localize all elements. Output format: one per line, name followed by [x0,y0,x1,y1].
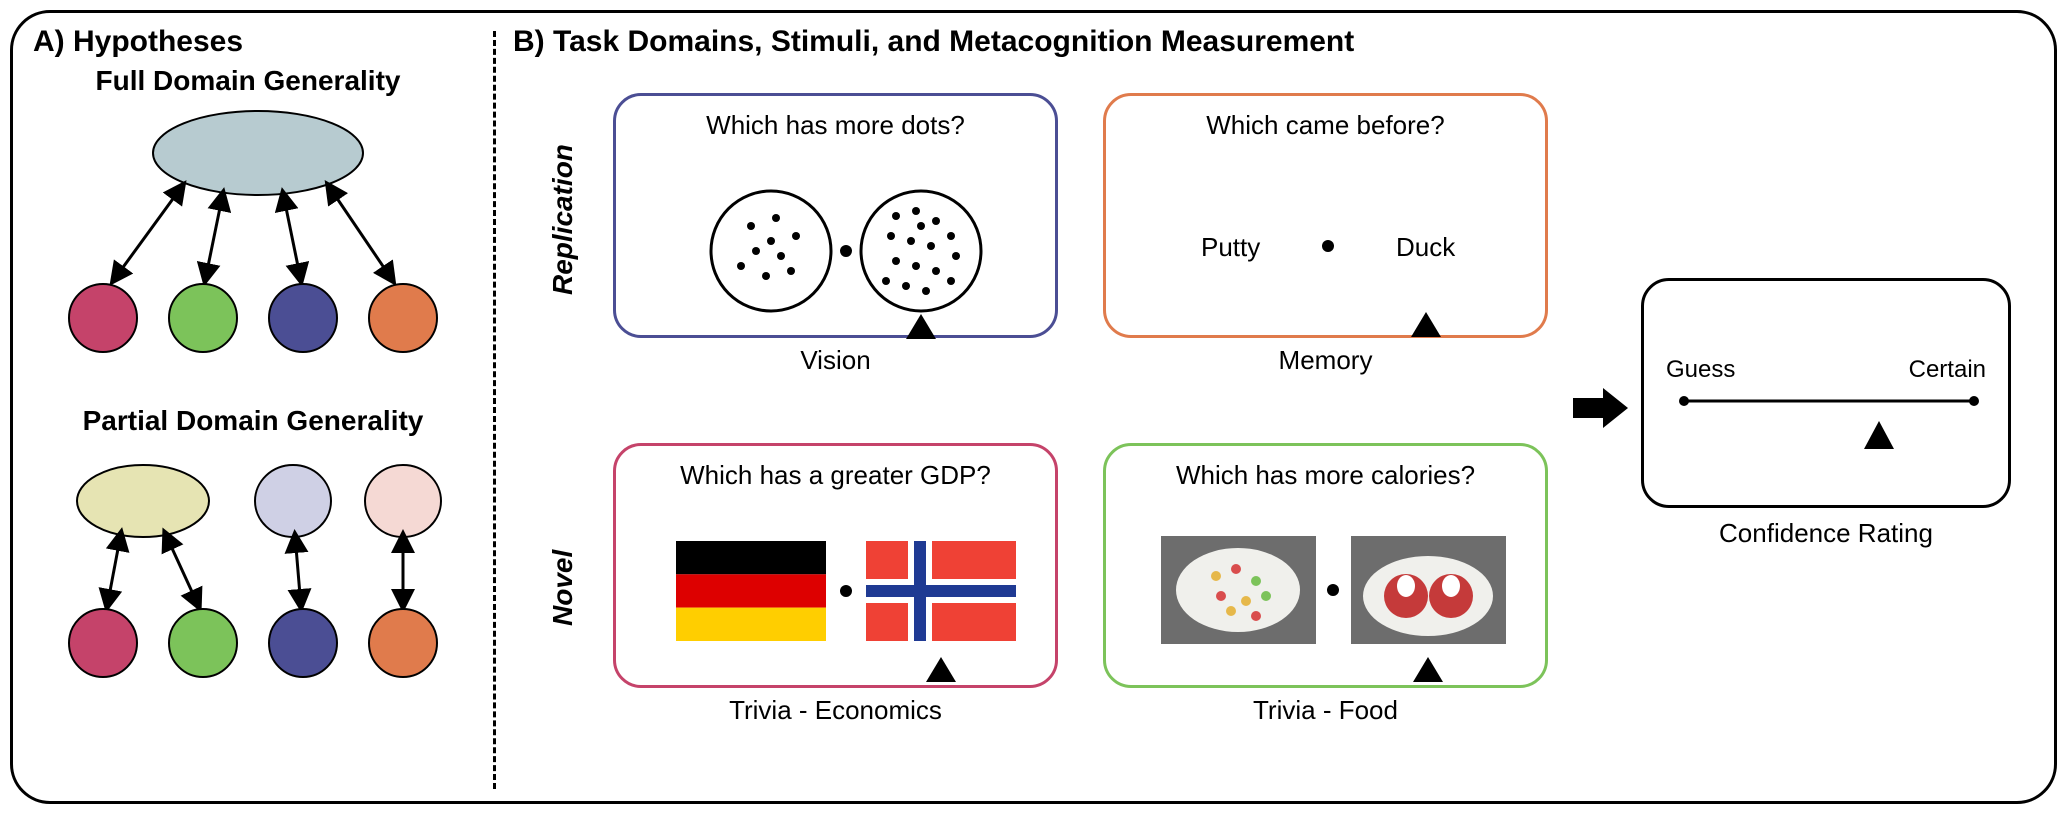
row-label-replication: Replication [547,135,579,295]
memory-card: Which came before? Putty Duck [1103,93,1548,338]
vision-label: Vision [613,345,1058,376]
panel-b-title: B) Task Domains, Stimuli, and Metacognit… [513,25,1354,59]
food-stimulus [1106,446,1551,691]
economics-card: Which has a greater GDP? [613,443,1058,688]
food-label: Trivia - Food [1103,695,1548,726]
confidence-scale [1644,281,2014,511]
figure-frame: A) Hypotheses Full Domain Generality Par… [10,10,2057,804]
vision-card: Which has more dots? [613,93,1058,338]
economics-stimulus [616,446,1061,691]
row-label-novel: Novel [547,516,579,626]
food-card: Which has more calories? [1103,443,1548,688]
memory-label: Memory [1103,345,1548,376]
partial-domain-diagram [13,13,483,713]
panel-divider [493,31,496,789]
economics-label: Trivia - Economics [613,695,1058,726]
confidence-caption: Confidence Rating [1641,518,2011,549]
memory-markers [1106,96,1551,341]
vision-stimulus [616,96,1061,341]
arrow-to-confidence-icon [1568,383,1638,433]
confidence-card: Guess Certain [1641,278,2011,508]
